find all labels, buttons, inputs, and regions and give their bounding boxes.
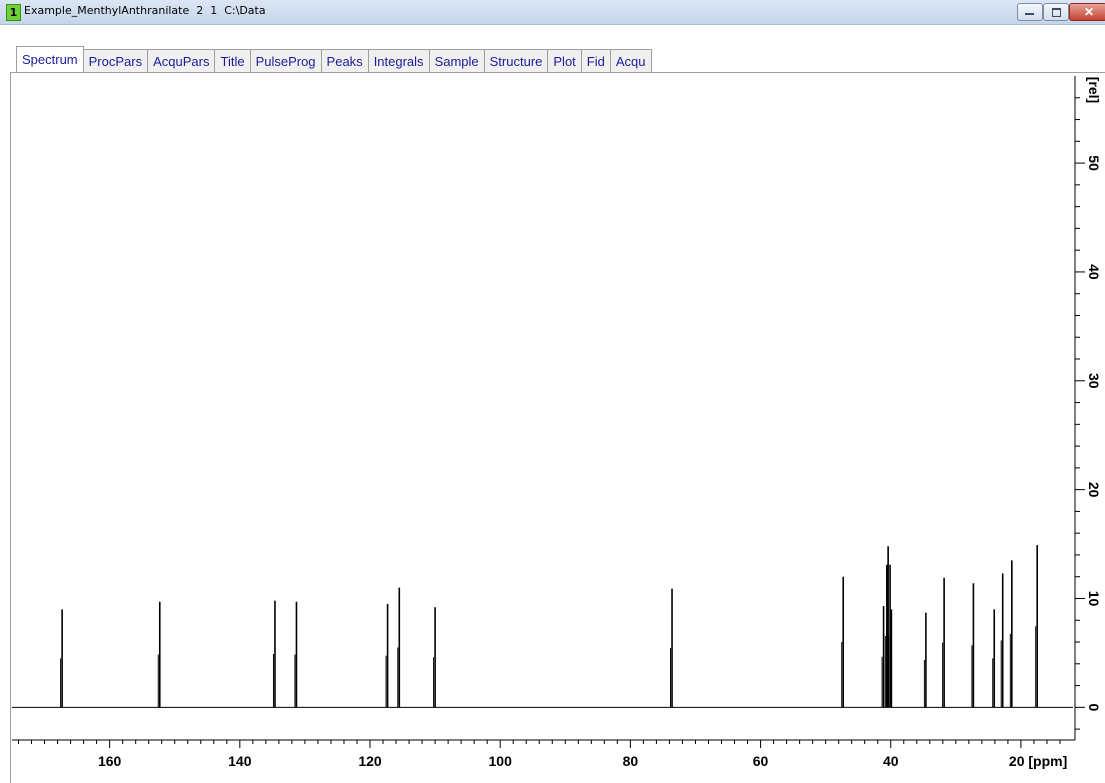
y-tick-label: 50 xyxy=(1086,155,1102,171)
tab-acqu[interactable]: Acqu xyxy=(609,49,652,72)
window-number-badge: 1 xyxy=(6,4,21,21)
tab-integrals[interactable]: Integrals xyxy=(367,49,430,72)
tab-structure[interactable]: Structure xyxy=(483,49,549,72)
x-tick-label: 20 [ppm] xyxy=(1009,753,1067,769)
y-tick-label: 20 xyxy=(1086,482,1102,498)
close-button[interactable]: ✕ xyxy=(1069,3,1105,21)
y-tick-label: 0 xyxy=(1086,703,1102,711)
tab-panel-border xyxy=(10,72,1105,73)
x-tick-label: 100 xyxy=(489,753,513,769)
y-tick-label: 40 xyxy=(1086,264,1102,280)
tab-sample[interactable]: Sample xyxy=(428,49,485,72)
y-tick-label: 30 xyxy=(1086,373,1102,389)
minimize-icon xyxy=(1025,13,1034,15)
tab-plot[interactable]: Plot xyxy=(547,49,582,72)
maximize-button[interactable] xyxy=(1043,3,1069,21)
tab-peaks[interactable]: Peaks xyxy=(320,49,369,72)
tab-pulseprog[interactable]: PulseProg xyxy=(249,49,322,72)
panel-left-border xyxy=(10,72,11,783)
window-title: Example_MenthylAnthranilate 2 1 C:\Data xyxy=(24,4,266,17)
tab-procpars[interactable]: ProcPars xyxy=(82,49,149,72)
spectrum-peaks xyxy=(60,545,1038,708)
y-axis: 0 10 20 30 40 50 [rel] xyxy=(1074,76,1102,740)
y-tick-label: 10 xyxy=(1086,591,1102,607)
close-icon: ✕ xyxy=(1084,5,1095,19)
y-unit-label: [rel] xyxy=(1086,77,1102,103)
x-tick-label: 40 xyxy=(883,753,899,769)
tab-bar: Spectrum ProcPars AcquPars Title PulsePr… xyxy=(16,46,652,72)
x-tick-label: 140 xyxy=(228,753,252,769)
x-tick-label: 160 xyxy=(98,753,122,769)
minimize-button[interactable] xyxy=(1017,3,1043,21)
x-tick-label: 60 xyxy=(753,753,769,769)
x-tick-label: 80 xyxy=(623,753,639,769)
maximize-icon xyxy=(1052,8,1061,17)
tab-spectrum[interactable]: Spectrum xyxy=(16,46,84,72)
window-title-bar[interactable]: 1 Example_MenthylAnthranilate 2 1 C:\Dat… xyxy=(0,0,1105,25)
x-tick-label: 120 xyxy=(358,753,382,769)
x-axis: 160 140 120 100 80 60 40 20 [ppm] xyxy=(12,739,1075,769)
